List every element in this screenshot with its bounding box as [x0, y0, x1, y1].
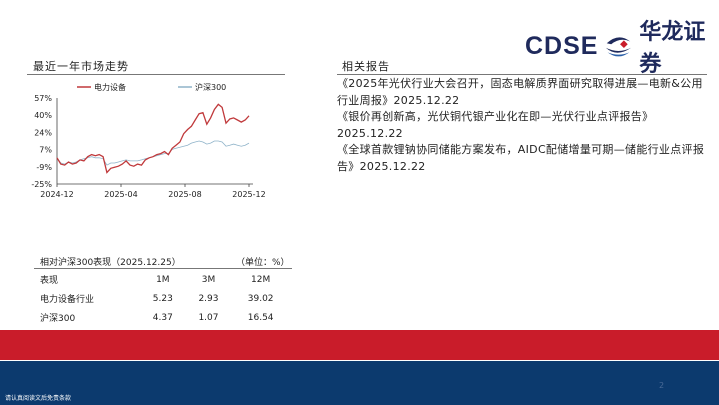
cell: 电力设备行业 [40, 295, 95, 305]
brand-logo: CDSE 华龙证券 [525, 14, 719, 78]
market-chart: 电力设备 沪深300 57% 40% 24% 7% -9% -25%2024-12 2025-… [31, 82, 265, 199]
divider [34, 268, 292, 269]
header-cell: 表现 [40, 276, 59, 286]
y-tick-label: -25% [31, 180, 52, 189]
x-tick-label: 2025-12 [232, 190, 265, 199]
logo-en: CDSE [525, 31, 599, 60]
divider [27, 74, 285, 75]
cell: 2.93 [198, 293, 219, 304]
legend-label: 沪深300 [195, 82, 226, 92]
navy-footer [0, 361, 719, 405]
perf-table: 表现 1M 3M 12M 电力设备行业 5.23 2.93 39.02 沪深30… [40, 270, 290, 327]
divider [337, 74, 707, 75]
y-tick-label: -9% [36, 163, 52, 172]
cell: 39.02 [247, 293, 274, 304]
cell: 4.37 [152, 312, 173, 323]
cell: 5.23 [152, 293, 173, 304]
report-link[interactable]: 《全球首款锂钠协同储能方案发布，AIDC配储增量可期—储能行业点评报告》2025… [337, 143, 705, 173]
report-link[interactable]: 《2025年光伏行业大会召开，固态电解质界面研究取得进展—电新&公用行业周报》2… [337, 77, 703, 107]
y-tick-label: 7% [39, 146, 52, 155]
x-tick-label: 2025-08 [168, 190, 201, 199]
report-link[interactable]: 《银价再创新高，光伏铜代银产业化在即—光伏行业点评报告》2025.12.22 [337, 110, 654, 140]
legend-label: 电力设备 [94, 82, 126, 92]
series-line [56, 140, 250, 166]
logo-cn: 华龙证券 [639, 20, 706, 77]
cell: 沪深300 [40, 314, 76, 324]
disclaimer-link[interactable]: 请认真阅读文后免责条款 [5, 395, 72, 402]
x-tick-label: 2025-04 [104, 190, 137, 199]
red-band [0, 330, 719, 360]
cell: 16.54 [247, 312, 274, 323]
y-tick-label: 40% [34, 111, 52, 120]
section-title-market: 最近一年市场走势 [33, 60, 129, 73]
wave-emblem-icon [606, 37, 632, 57]
table-header-row: 表现 1M 3M 12M [40, 270, 290, 289]
y-tick-label: 57% [34, 94, 52, 103]
header-cell: 1M [156, 274, 170, 285]
section-title-reports: 相关报告 [342, 60, 390, 73]
table-row: 电力设备行业 5.23 2.93 39.02 [40, 289, 290, 308]
header-cell: 3M [201, 274, 216, 285]
x-tick-label: 2024-12 [40, 190, 73, 199]
series-line [56, 103, 250, 174]
perf-unit: （单位：%） [236, 258, 290, 268]
report-list: 《2025年光伏行业大会召开，固态电解质界面研究取得进展—电新&公用行业周报》2… [337, 76, 707, 175]
page-number: 2 [659, 381, 665, 390]
perf-title: 相对沪深300表现（2025.12.25） [40, 258, 181, 268]
cell: 1.07 [198, 312, 219, 323]
table-row: 沪深300 4.37 1.07 16.54 [40, 308, 290, 327]
y-tick-label: 24% [34, 128, 52, 137]
header-cell: 12M [251, 274, 271, 285]
